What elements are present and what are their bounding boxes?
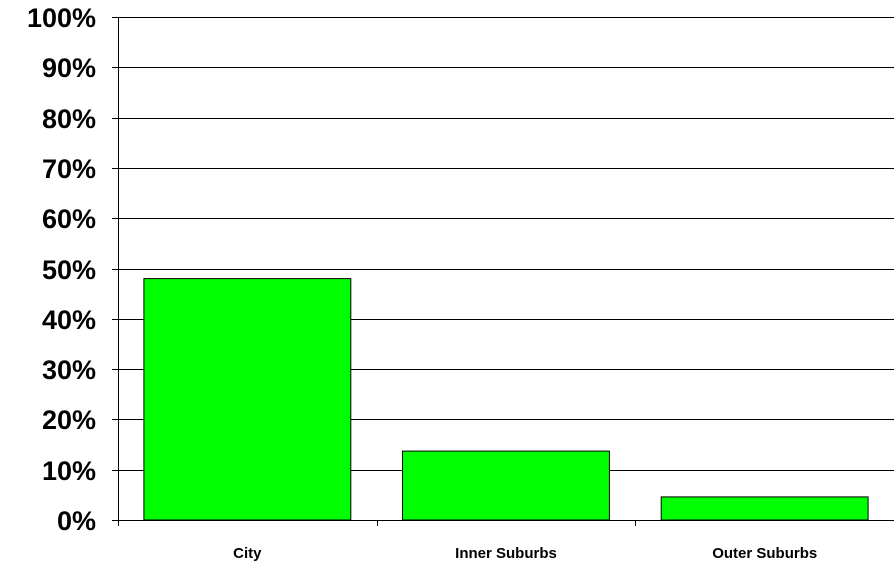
y-tick-label: 10% <box>42 456 96 486</box>
y-tick-label: 70% <box>42 154 96 184</box>
y-tick-label: 0% <box>57 506 96 536</box>
y-tick-label: 50% <box>42 255 96 285</box>
y-tick-label: 100% <box>27 3 96 33</box>
bar-outer-suburbs <box>660 496 869 521</box>
bars <box>143 278 869 521</box>
x-tick-labels: City Inner Suburbs Outer Suburbs <box>233 545 817 562</box>
x-tick-label: City <box>233 545 262 562</box>
y-tick-label: 20% <box>42 405 96 435</box>
y-tick-label: 30% <box>42 355 96 385</box>
bar-inner-suburbs <box>402 450 610 521</box>
bar-city <box>143 278 352 521</box>
axes <box>112 17 894 526</box>
y-tick-label: 90% <box>42 53 96 83</box>
y-tick-labels: 0% 10% 20% 30% 40% 50% 60% 70% 80% 90% 100% <box>27 3 96 536</box>
y-tick-label: 40% <box>42 305 96 335</box>
x-tick-label: Inner Suburbs <box>455 545 557 562</box>
x-tick-label: Outer Suburbs <box>712 545 817 562</box>
y-tick-label: 60% <box>42 204 96 234</box>
y-tick-label: 80% <box>42 104 96 134</box>
